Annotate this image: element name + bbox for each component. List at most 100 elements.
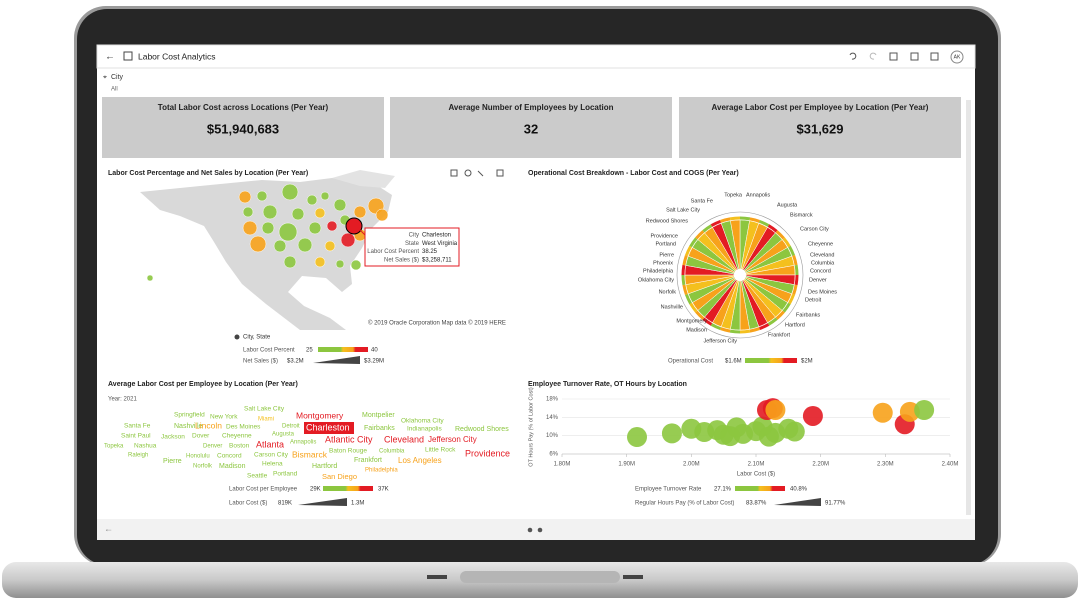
lasso-tool[interactable] — [464, 169, 472, 177]
sunburst-label: Cleveland — [810, 252, 834, 258]
sunburst-ring — [775, 310, 785, 320]
color-ramp — [318, 347, 368, 352]
page-dot[interactable] — [537, 527, 543, 533]
word: Atlanta — [256, 439, 284, 449]
word: Jefferson City — [428, 435, 477, 444]
kpi-title: Average Number of Employees by Location — [448, 103, 613, 112]
legend-label: Labor Cost per Employee — [229, 487, 298, 493]
map-bubble — [353, 205, 367, 219]
sunburst-label: Bismarck — [790, 212, 813, 218]
map-bubble — [249, 235, 267, 253]
panel-title: Operational Cost Breakdown - Labor Cost … — [528, 170, 739, 177]
legend-min: $3.2M — [287, 359, 304, 365]
undo-icon[interactable] — [849, 52, 857, 60]
map-bubble — [281, 183, 299, 201]
scrollbar[interactable] — [966, 100, 971, 515]
map-attribution: © 2019 Oracle Corporation Map data © 201… — [368, 320, 506, 327]
scatter-point — [720, 426, 741, 447]
size-wedge — [313, 356, 360, 364]
tooltip-value: West Virginia — [422, 241, 458, 247]
tooltip-key: Net Sales ($) — [384, 257, 419, 263]
map-bubble — [308, 221, 322, 235]
panel-title: Average Labor Cost per Employee by Locat… — [108, 381, 298, 388]
tooltip — [364, 227, 460, 267]
map-bubble — [262, 204, 278, 220]
sunburst-label: Nashville — [661, 304, 683, 310]
filter-label[interactable]: City — [111, 74, 124, 81]
kpi-value: $51,940,683 — [207, 121, 279, 136]
word: Cheyenne — [222, 433, 252, 440]
notes-icon[interactable] — [910, 52, 919, 61]
x-axis-label: Labor Cost ($) — [737, 472, 775, 478]
present-icon[interactable] — [930, 52, 939, 61]
avatar[interactable] — [950, 50, 964, 64]
sunburst-label: Pierre — [659, 252, 674, 258]
legend-label: Employee Turnover Rate — [635, 487, 702, 493]
panel-title: Employee Turnover Rate, OT Hours by Loca… — [528, 381, 687, 388]
legend-max: $2M — [801, 359, 813, 365]
word: Santa Fe — [124, 423, 151, 430]
map-bubble — [320, 191, 330, 201]
word: Lincoln — [195, 420, 222, 430]
redo-icon[interactable] — [869, 52, 877, 60]
clear-tool[interactable] — [477, 170, 484, 177]
word: Fairbanks — [364, 425, 395, 432]
sunburst-ring — [729, 216, 741, 221]
sunburst-label: Augusta — [777, 202, 798, 208]
sunburst-ring — [782, 237, 791, 248]
sunburst-ring — [792, 284, 798, 296]
toolbar — [849, 52, 939, 61]
app-icon — [123, 51, 133, 61]
sunburst-label: Des Moines — [808, 289, 837, 295]
x-tick-label: 1.80M — [554, 462, 571, 468]
legend-min: 819K — [278, 501, 292, 507]
map-bubble — [335, 259, 345, 269]
sunburst-label: Oklahoma City — [638, 277, 674, 283]
word: Carson City — [254, 452, 289, 459]
sunburst-ring — [758, 323, 770, 331]
sunburst-label: Salt Lake City — [666, 207, 700, 213]
sunburst-ring — [689, 237, 698, 248]
select-tool[interactable] — [450, 169, 458, 177]
map-bubble — [256, 190, 268, 202]
sunburst-ring — [775, 230, 785, 240]
size-wedge — [298, 498, 347, 506]
word: Oklahoma City — [401, 418, 444, 425]
back-button[interactable]: ← — [105, 52, 115, 63]
x-tick-label: 2.30M — [877, 462, 894, 468]
word: Frankfort — [354, 457, 382, 464]
word: Springfield — [174, 412, 205, 419]
sunburst-ring — [702, 224, 713, 233]
sunburst-label: Columbia — [811, 260, 835, 266]
word: Philadelphia — [365, 468, 398, 474]
kpi-card — [679, 97, 961, 158]
legend-min: $1.6M — [725, 359, 742, 365]
word: Montpelier — [362, 412, 395, 419]
prev-page[interactable]: ← — [104, 523, 113, 533]
sunburst-ring — [767, 317, 778, 326]
word: Seattle — [247, 473, 268, 480]
page-dot[interactable] — [527, 527, 533, 533]
y-tick-label: 10% — [546, 433, 559, 439]
tooltip-value: Charleston — [422, 233, 451, 239]
word: Des Moines — [226, 424, 261, 431]
trackpad-notch — [460, 571, 620, 583]
avatar-initials[interactable]: AK — [954, 54, 961, 60]
export-icon[interactable] — [889, 52, 898, 61]
sunburst-label: Portland — [656, 241, 677, 247]
zoom-tool[interactable] — [496, 169, 504, 177]
kpi-card — [102, 97, 384, 158]
legend-label: Labor Cost Percent — [243, 348, 295, 354]
sunburst-ring — [782, 302, 791, 313]
scatter-point — [872, 402, 893, 423]
filter-value[interactable]: All — [111, 87, 118, 93]
sunburst-label: Fairbanks — [796, 312, 820, 318]
sunburst-label: Cheyenne — [808, 241, 833, 247]
map-bubble — [324, 240, 336, 252]
legend-min: 83.87% — [746, 501, 767, 507]
word: Cleveland — [384, 434, 424, 444]
sunburst-ring — [681, 264, 686, 276]
legend-label: Net Sales ($) — [243, 359, 278, 365]
legend-max: $3.29M — [364, 359, 384, 365]
